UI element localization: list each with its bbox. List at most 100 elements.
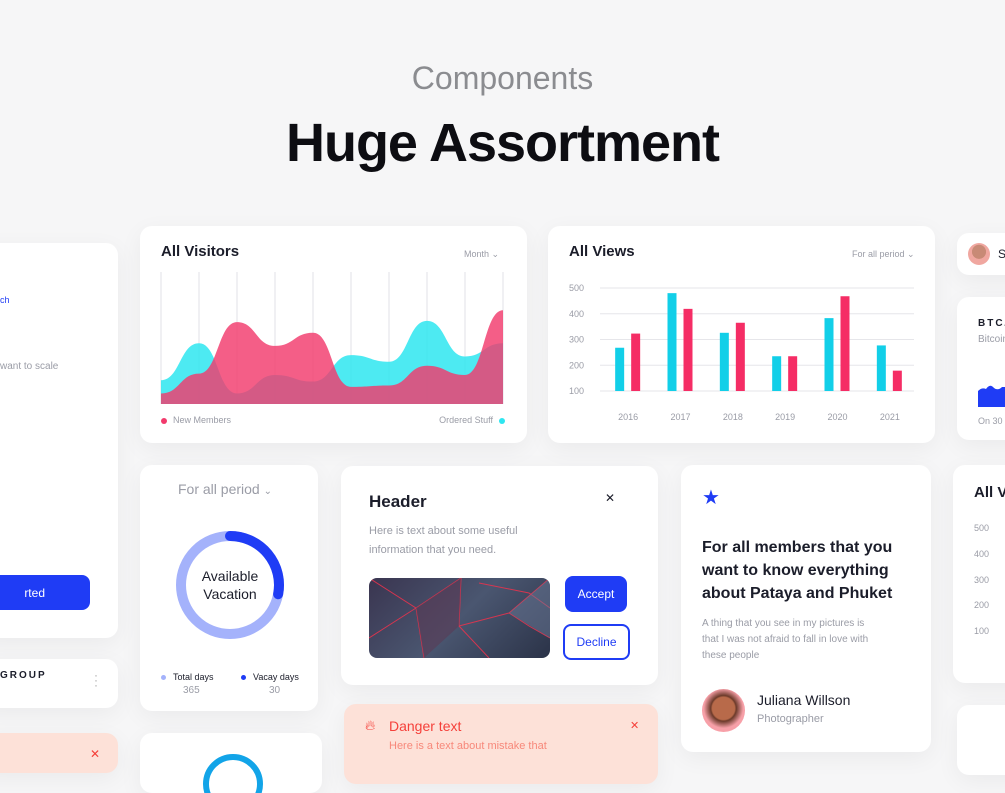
ytick-label: 100	[569, 386, 584, 396]
bar-2021-1	[892, 370, 902, 391]
ytick-label: 400	[569, 309, 584, 319]
group-card: GROUP · · ·	[0, 659, 118, 708]
legend-dot-ordered-stuff	[499, 418, 505, 424]
bottom-left-card	[140, 733, 322, 793]
group-label: GROUP	[0, 670, 47, 681]
xtick-label: 2020	[827, 412, 847, 422]
danger-alert: 🔥︎ Danger text ✕ Here is a text about mi…	[344, 704, 658, 784]
xtick-label: 2018	[723, 412, 743, 422]
xtick-label: 2016	[618, 412, 638, 422]
all-views-partial-card: All Vi 500 400 300 200 100	[953, 465, 1005, 683]
ytick: 500	[974, 523, 990, 533]
legend-dot-total	[161, 675, 166, 680]
visitors-period-select[interactable]: Month ⌄	[464, 249, 499, 260]
testimonial-heading: For all members that you want to know ev…	[702, 539, 893, 602]
ytick: 100	[974, 626, 990, 636]
period-label: For all period	[178, 481, 260, 497]
views-title: All Views	[569, 243, 635, 260]
all-visitors-card: All Visitors Month ⌄ New Members Ordered…	[140, 226, 527, 443]
left-partial-card: ch want to scale rted	[0, 243, 118, 638]
donut-label-line1: Available	[201, 568, 259, 584]
link-text[interactable]: ch	[0, 295, 10, 305]
star-icon: ★	[702, 487, 720, 509]
bar-2018-1	[735, 322, 745, 391]
decline-button[interactable]: Decline	[563, 624, 630, 660]
accept-button[interactable]: Accept	[565, 576, 627, 612]
close-icon[interactable]: ✕	[605, 491, 616, 505]
testimonial-card: ★ For all members that you want to know …	[681, 465, 931, 752]
views-period-select[interactable]: For all period ⌄	[852, 249, 915, 260]
author-name: Juliana Willson	[757, 692, 851, 708]
legend-ordered-stuff: Ordered Stuff	[439, 415, 493, 425]
btc-date: On 30 .	[978, 416, 1005, 426]
xtick-label: 2019	[775, 412, 795, 422]
more-vertical-icon[interactable]: · · ·	[94, 668, 98, 692]
views-partial-title: All Vi	[974, 484, 1005, 501]
get-started-button[interactable]: rted	[0, 575, 90, 610]
testimonial-body: A thing that you see in my pictures is t…	[702, 618, 869, 661]
bar-2017-1	[683, 308, 693, 391]
vacay-days-value: 30	[269, 685, 281, 696]
btc-sparkline	[978, 385, 1005, 407]
dialog-text-line1: Here is text about some useful	[369, 525, 518, 537]
vacation-card: For all period ⌄ Available Vacation Tota…	[140, 465, 318, 711]
bar-2017-0	[667, 293, 677, 391]
dialog-image	[369, 578, 550, 658]
author-avatar	[702, 689, 745, 732]
page-title: Huge Assortment	[285, 113, 720, 173]
vacay-days-label: Vacay days	[253, 672, 299, 682]
btc-area	[978, 385, 1005, 407]
ytick-label: 500	[569, 283, 584, 293]
xtick-label: 2021	[880, 412, 900, 422]
donut-label-line2: Vacation	[203, 586, 257, 602]
user-chip-card: S	[957, 233, 1005, 275]
btc-title: BTC/	[978, 318, 1005, 329]
close-icon[interactable]: ✕	[630, 720, 640, 732]
legend-dot-vacay	[241, 675, 246, 680]
bar-2018-0	[719, 332, 729, 391]
vacation-period-select[interactable]: For all period ⌄	[178, 481, 272, 497]
fire-icon: 🔥︎	[365, 717, 376, 733]
page-subtitle: Components	[411, 60, 594, 96]
donut-arc	[225, 531, 284, 600]
description-text: want to scale	[0, 361, 59, 372]
bar-2020-1	[840, 296, 850, 391]
danger-title: Danger text	[389, 718, 462, 734]
ytick-label: 300	[569, 335, 584, 345]
btc-subtitle: Bitcoin	[978, 334, 1005, 345]
bottom-right-card	[957, 705, 1005, 775]
polygon-art	[369, 578, 550, 658]
btc-card: BTC/ Bitcoin On 30 .	[957, 297, 1005, 440]
info-dialog: Header ✕ Here is text about some useful …	[341, 466, 658, 685]
bar-2019-0	[772, 356, 782, 391]
views-chart: 500 400 300 200 100 2016 2017 2018 2019 2020 2021	[569, 283, 914, 422]
chevron-down-icon: ⌄	[491, 249, 500, 259]
bar-2019-1	[788, 356, 798, 391]
total-days-label: Total days	[173, 672, 214, 682]
period-label: For all period	[852, 249, 905, 259]
all-views-card: All Views For all period ⌄ 500 400 300 200 1…	[548, 226, 935, 443]
xtick-label: 2017	[670, 412, 690, 422]
ytick-label: 200	[569, 360, 584, 370]
vacation-donut	[176, 531, 284, 639]
danger-text: Here is a text about mistake that	[389, 740, 547, 752]
bar-2020-0	[824, 318, 834, 391]
visitors-title: All Visitors	[161, 243, 240, 260]
total-days-value: 365	[183, 685, 200, 696]
ytick: 300	[974, 575, 990, 585]
ytick: 200	[974, 600, 990, 610]
chevron-down-icon: ⌄	[263, 486, 272, 497]
chevron-down-icon: ⌄	[907, 249, 915, 259]
period-label: Month	[464, 249, 490, 259]
legend-dot-new-members	[161, 418, 167, 424]
author-role: Photographer	[757, 713, 824, 725]
left-danger-card: ✕	[0, 733, 118, 773]
legend-new-members: New Members	[173, 415, 232, 425]
dialog-text-line2: information that you need.	[369, 544, 497, 556]
visitors-chart	[160, 272, 504, 404]
user-name-fragment: S	[998, 247, 1005, 261]
close-icon[interactable]: ✕	[90, 747, 101, 761]
get-started-label: rted	[24, 585, 45, 600]
area-new-members	[161, 310, 503, 404]
avatar	[968, 243, 990, 265]
